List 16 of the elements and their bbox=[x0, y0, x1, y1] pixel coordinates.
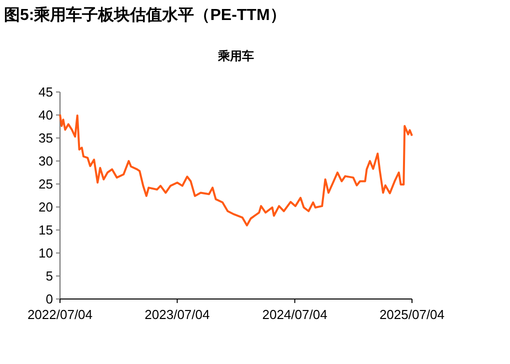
y-tick-label: 10 bbox=[38, 246, 53, 260]
y-tick-label: 30 bbox=[38, 154, 53, 168]
x-tick-label: 2025/07/04 bbox=[379, 307, 445, 322]
x-tick-label: 2022/07/04 bbox=[27, 307, 93, 322]
chart-subtitle: 乘用车 bbox=[217, 49, 254, 63]
y-tick-label: 40 bbox=[38, 108, 53, 122]
x-tick-label: 2023/07/04 bbox=[144, 307, 210, 322]
y-tick-label: 0 bbox=[46, 292, 53, 306]
chart-title: 图5:乘用车子板块估值水平（PE-TTM） bbox=[4, 6, 286, 24]
y-tick-label: 5 bbox=[46, 268, 53, 284]
y-tick-label: 25 bbox=[38, 176, 53, 192]
x-tick-label: 2024/07/04 bbox=[262, 307, 328, 322]
y-tick-label: 45 bbox=[38, 84, 53, 100]
y-tick-label: 15 bbox=[38, 222, 53, 238]
y-tick-label: 20 bbox=[38, 200, 53, 214]
y-tick-label: 35 bbox=[38, 130, 53, 146]
